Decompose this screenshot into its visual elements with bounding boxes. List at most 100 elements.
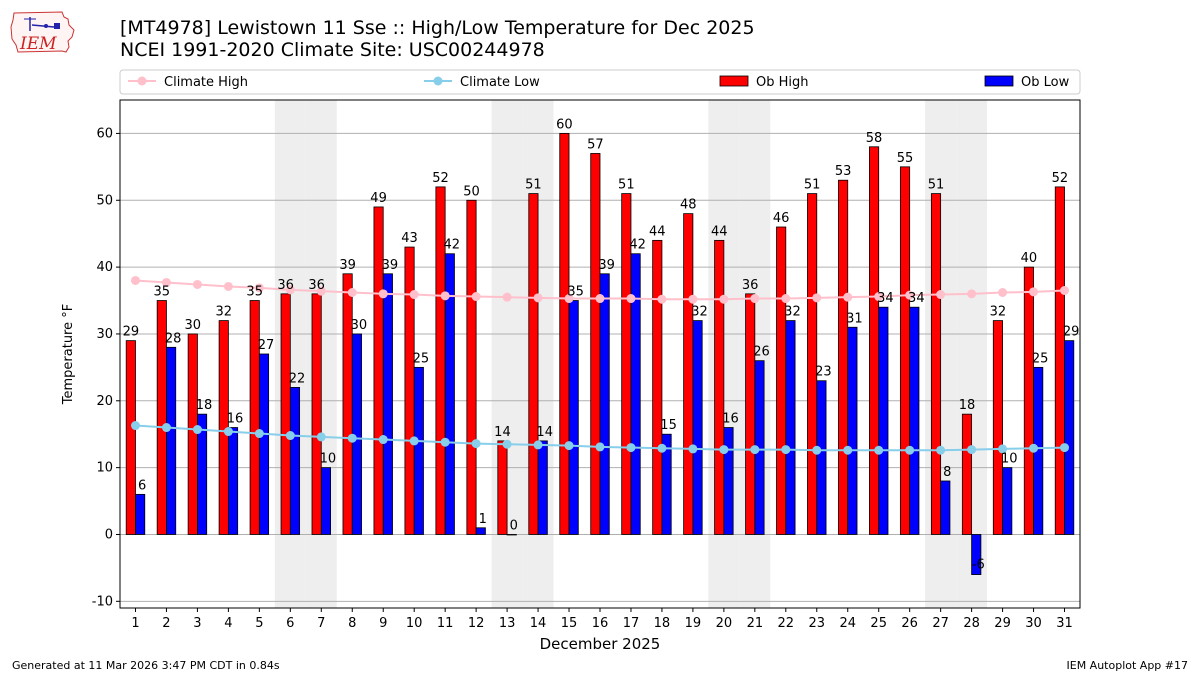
ob-high-bar <box>930 193 942 535</box>
x-tick-label: 14 <box>530 616 547 631</box>
ob-high-value-label: 51 <box>525 178 542 193</box>
climate-low-point <box>998 444 1008 454</box>
ob-low-value-label: 16 <box>227 412 244 427</box>
legend-ob-high-marker <box>719 75 749 87</box>
climate-high-point <box>533 293 543 303</box>
climate-high-point <box>1029 287 1039 297</box>
ob-low-bar <box>227 427 239 535</box>
ob-high-bar <box>683 213 694 535</box>
x-tick-label: 4 <box>224 616 232 631</box>
ob-high-bar <box>249 300 260 535</box>
x-tick-label: 30 <box>1025 616 1042 631</box>
x-tick-label: 20 <box>716 616 733 631</box>
ob-high-value-label: 35 <box>154 285 171 300</box>
ob-high-value-label: 40 <box>1021 251 1038 266</box>
y-tick-label: 0 <box>105 527 113 542</box>
y-tick-label: -10 <box>92 594 113 609</box>
ob-high-value-label: 29 <box>123 325 140 340</box>
climate-low-point <box>223 427 233 437</box>
ob-low-bar <box>630 253 641 535</box>
climate-low-point <box>564 441 574 451</box>
ob-low-value-label: 25 <box>413 351 430 366</box>
ob-low-value-label: 39 <box>598 258 615 273</box>
climate-high-point <box>688 294 698 304</box>
climate-high-point <box>812 293 822 303</box>
climate-high-point <box>595 294 605 304</box>
ob-high-bar <box>373 206 384 535</box>
climate-high-point <box>471 292 481 302</box>
ob-low-bar <box>506 534 517 536</box>
ob-high-bar <box>497 440 508 535</box>
climate-high-point <box>564 294 574 304</box>
climate-low-point <box>347 433 357 443</box>
x-tick-label: 15 <box>561 616 578 631</box>
climate-high-point <box>1060 286 1070 295</box>
ob-high-value-label: 35 <box>246 285 263 300</box>
ob-low-value-label: 10 <box>1001 452 1018 467</box>
ob-low-value-label: 0 <box>510 518 518 533</box>
ob-low-bar <box>599 273 610 535</box>
climate-high-point <box>223 281 233 291</box>
climate-high-point <box>626 294 636 304</box>
x-tick-label: 5 <box>255 616 263 631</box>
ob-high-bar <box>466 199 477 535</box>
climate-high-point <box>998 288 1008 298</box>
ob-low-value-label: 10 <box>320 452 337 467</box>
ob-high-value-label: 14 <box>494 425 511 440</box>
ob-high-value-label: 57 <box>587 137 604 152</box>
ob-low-value-label: 18 <box>196 398 213 413</box>
ob-low-bar <box>909 306 920 535</box>
climate-low-point <box>316 432 326 442</box>
ob-high-value-label: 51 <box>928 178 945 193</box>
ob-low-value-label: 35 <box>567 285 584 300</box>
climate-high-point <box>719 294 729 304</box>
ob-high-bar <box>125 340 136 535</box>
ob-low-bar <box>258 353 270 535</box>
climate-high-point <box>192 279 202 289</box>
ob-high-bar <box>404 246 415 535</box>
ob-high-value-label: 43 <box>401 231 418 246</box>
ob-high-value-label: 51 <box>618 178 635 193</box>
ob-high-bar <box>807 193 818 535</box>
y-tick-label: 60 <box>96 126 113 141</box>
x-tick-label: 9 <box>379 616 387 631</box>
ob-low-value-label: 42 <box>629 238 646 253</box>
ob-high-bar <box>342 273 353 535</box>
ob-low-value-label: 28 <box>165 331 182 346</box>
x-axis-label: December 2025 <box>540 635 661 653</box>
ob-high-bar <box>745 293 756 535</box>
ob-high-value-label: 44 <box>649 224 666 239</box>
ob-low-bar <box>785 320 796 535</box>
ob-low-value-label: 31 <box>846 311 863 326</box>
x-tick-label: 3 <box>193 616 201 631</box>
climate-low-point <box>719 445 729 455</box>
climate-high-point <box>750 294 760 304</box>
x-tick-label: 27 <box>932 616 949 631</box>
climate-low-point <box>471 439 481 449</box>
ob-high-bar <box>838 179 849 535</box>
climate-high-point <box>254 283 264 293</box>
x-tick-label: 24 <box>839 616 856 631</box>
climate-low-point <box>812 445 822 455</box>
climate-high-point <box>316 286 326 296</box>
ob-high-bar <box>899 166 911 535</box>
legend-ob-low-label: Ob Low <box>1021 75 1070 90</box>
x-tick-label: 29 <box>994 616 1011 631</box>
climate-high-point <box>781 294 791 304</box>
y-axis-label: Temperature °F <box>61 304 76 405</box>
climate-low-point <box>595 442 605 452</box>
climate-low-point <box>781 445 791 455</box>
ob-high-value-label: 36 <box>742 278 759 293</box>
ob-high-bar <box>652 239 663 535</box>
ob-high-bar <box>869 146 880 535</box>
ob-low-bar <box>878 306 889 535</box>
climate-high-point <box>905 290 915 300</box>
ob-high-value-label: 52 <box>1052 171 1069 186</box>
ob-low-value-label: 32 <box>784 305 801 320</box>
climate-high-point <box>657 294 667 304</box>
climate-low-point <box>843 445 853 455</box>
climate-high-point <box>440 291 450 301</box>
x-tick-label: 12 <box>468 616 485 631</box>
ob-high-bar <box>1054 186 1065 535</box>
ob-low-bar <box>289 387 301 535</box>
